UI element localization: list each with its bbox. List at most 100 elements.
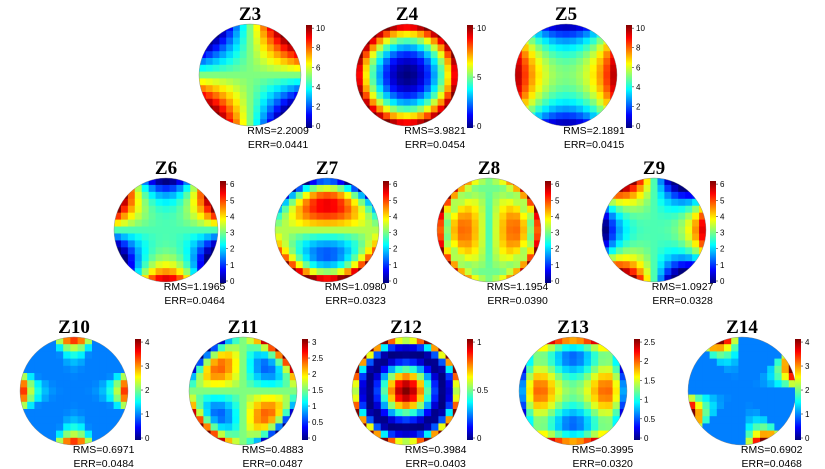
map-cell <box>535 44 543 52</box>
map-cell <box>141 191 150 200</box>
map-cell <box>464 191 473 200</box>
err-label: ERR=0.0454 <box>405 139 466 151</box>
map-cell <box>380 373 389 381</box>
map-cell <box>788 394 796 403</box>
map-cell <box>506 240 514 248</box>
map-cell <box>437 37 445 45</box>
map-cell <box>351 240 359 248</box>
map-cell <box>657 275 665 282</box>
map-cell <box>464 212 473 221</box>
map-cell <box>492 212 500 221</box>
map-cell <box>56 430 64 439</box>
map-cell <box>678 205 686 214</box>
map-cell <box>774 380 783 388</box>
map-cell <box>555 351 563 360</box>
map-cell <box>390 64 398 73</box>
map-cell <box>583 92 591 100</box>
map-cell <box>695 373 703 381</box>
map-cell <box>211 198 218 207</box>
map-cell <box>629 240 638 248</box>
map-cell <box>369 105 377 113</box>
map-cell <box>664 254 672 262</box>
map-cell <box>84 351 93 360</box>
map-cell <box>120 394 128 403</box>
map-cell <box>383 37 391 45</box>
map-cell <box>261 358 269 367</box>
map-cell <box>402 416 411 424</box>
map-cell <box>478 184 487 193</box>
map-cell <box>287 105 295 113</box>
map-cell <box>602 261 610 269</box>
map-cell <box>519 380 527 388</box>
map-cell <box>547 387 556 396</box>
map-cell <box>246 344 255 352</box>
colorbar-tick-label: 6 <box>316 63 321 72</box>
map-cell <box>212 119 220 126</box>
map-cell <box>273 71 282 79</box>
map-cell <box>233 85 241 93</box>
map-cell <box>716 409 725 417</box>
err-label: ERR=0.0323 <box>325 295 386 307</box>
map-cell <box>702 380 711 388</box>
map-cell <box>664 212 672 221</box>
map-cell <box>197 205 205 214</box>
map-cell <box>287 44 295 52</box>
map-cell <box>280 85 288 93</box>
map-cell <box>372 178 379 186</box>
map-cell <box>457 226 466 235</box>
map-cell <box>232 409 240 417</box>
map-cell <box>678 191 686 200</box>
map-cell <box>431 351 439 360</box>
map-cell <box>196 387 204 396</box>
map-cell <box>106 373 115 381</box>
map-cell <box>239 51 248 59</box>
map-cell <box>664 205 672 214</box>
map-cell <box>608 240 617 248</box>
map-cell <box>589 44 598 52</box>
colorbar-tick-label: 10 <box>477 24 486 33</box>
map-cell <box>492 226 500 235</box>
map-cell <box>92 430 100 439</box>
map-cell <box>169 275 177 282</box>
map-cell <box>409 365 418 374</box>
map-cell <box>261 344 269 352</box>
map-cell <box>162 268 171 276</box>
map-cell <box>48 365 57 374</box>
map-cell <box>724 380 732 388</box>
map-cell <box>431 423 439 432</box>
map-cell <box>337 240 345 248</box>
map-cell <box>380 358 389 367</box>
colorbar-tick-label: 1 <box>230 261 235 270</box>
err-label: ERR=0.0441 <box>248 139 309 151</box>
map-cell <box>612 365 621 374</box>
map-cell <box>120 198 129 207</box>
map-cell <box>610 78 617 86</box>
map-cell <box>699 219 706 228</box>
map-cell <box>417 78 425 86</box>
map-cell <box>294 105 301 113</box>
map-cell <box>612 344 621 352</box>
map-cell <box>212 24 220 32</box>
map-cell <box>261 373 269 381</box>
map-cell <box>362 51 371 59</box>
map-cell <box>309 219 318 228</box>
aperture-outline <box>601 177 707 283</box>
map-cell <box>657 233 665 241</box>
map-cell <box>344 212 352 221</box>
map-cell <box>716 365 725 374</box>
map-cell <box>287 92 295 100</box>
map-cell <box>127 212 136 221</box>
map-cell <box>444 112 452 120</box>
map-cell <box>576 112 584 120</box>
map-cell <box>760 416 768 424</box>
map-cell <box>506 178 514 186</box>
map-cell <box>622 275 631 282</box>
map-cell <box>148 219 157 228</box>
map-cell <box>92 351 100 360</box>
map-cell <box>417 58 425 66</box>
map-cell <box>576 92 584 100</box>
map-cell <box>176 240 184 248</box>
map-cell <box>542 58 550 66</box>
map-cell <box>273 112 282 120</box>
colorbar-tick-label: 0 <box>477 122 482 131</box>
